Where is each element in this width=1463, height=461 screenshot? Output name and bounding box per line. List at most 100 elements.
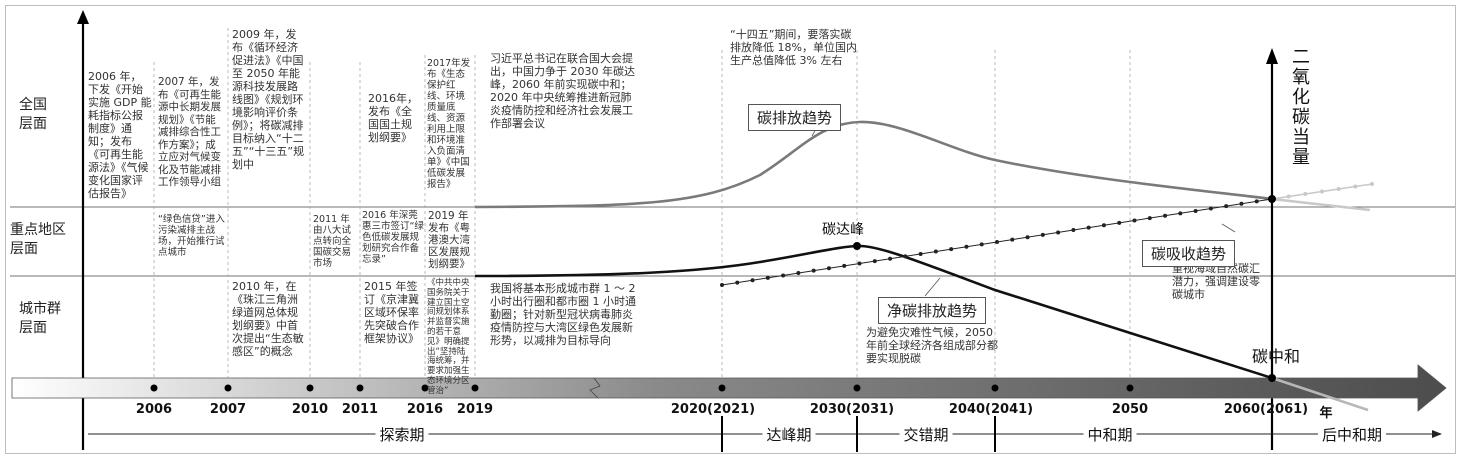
convergence-marker — [1268, 195, 1276, 203]
note-net-emission: 为避免灾难性气候，2050 年前全球经济各组成部分都要实现脱碳 — [866, 326, 998, 365]
note-absorption: 重视海域自然碳汇潜力，强调建设零碳城市 — [1172, 262, 1260, 301]
note-2020-urban: 我国将基本形成城市群 1 ～ 2 小时出行圈和都市圈 1 小时通勤圈；针对新型冠… — [490, 282, 636, 347]
absorption-trend-dots — [720, 197, 1274, 287]
year-label: 2011 — [341, 402, 379, 417]
net-label-leader — [924, 277, 941, 297]
absorption-dot — [1208, 206, 1213, 211]
note-2010-urban: 2010 年，在《珠江三角洲绿道网总体规划纲要》中首次提出“生态敏感区”的概念 — [232, 280, 304, 358]
year-label: 2020(2021) — [670, 402, 756, 417]
co2-axis-label: 二氧化碳当量 — [1292, 47, 1310, 168]
note-2019-region: 2019 年发布《粤港澳大湾区发展规划纲要》 — [428, 210, 470, 270]
absorption-dot — [1101, 223, 1106, 228]
phase-label: 交错期 — [899, 424, 953, 445]
co2-axis-arrowhead — [1266, 48, 1278, 64]
absorption-dot — [1040, 232, 1045, 237]
note-2016-national: 2016年，发布《全国国土规划纲要》 — [368, 92, 418, 144]
absorption-extension-dot — [1303, 192, 1308, 196]
absorption-dot — [949, 247, 954, 252]
year-label: 2006 — [135, 402, 173, 417]
left-axis-arrowhead — [77, 10, 89, 24]
year-guides — [153, 28, 1131, 388]
timeline-dots — [150, 384, 1134, 392]
absorption-dot — [735, 280, 740, 285]
absorption-dot — [1193, 208, 1198, 213]
note-2020-national: 习近平总书记在联合国大会提出，中国力争于 2030 年碳达峰，2060 年前实现… — [490, 52, 635, 130]
net-emission-extension — [1271, 376, 1369, 412]
absorption-dot — [1224, 204, 1229, 209]
phase-label: 中和期 — [1083, 424, 1137, 445]
absorption-label-leader — [1221, 223, 1236, 233]
net-emission-curve — [474, 244, 1273, 380]
absorption-extension-dot — [1286, 194, 1291, 199]
timeline-arrow — [11, 364, 1447, 412]
note-2011-region: 2011 年由八大试点转向全国碳交易市场 — [313, 214, 352, 269]
absorption-extension-dot — [1320, 189, 1324, 194]
note-green-credit: “绿色信贷”进入污染减排主战场，开始推行试点城市 — [158, 214, 225, 258]
neutrality-label: 碳中和 — [1252, 347, 1301, 366]
absorption-dot — [1254, 199, 1259, 204]
absorption-dot — [857, 261, 862, 266]
absorption-dot — [720, 283, 724, 287]
absorption-extension-dot — [1336, 187, 1341, 191]
year-label: 2050 — [1111, 402, 1149, 417]
absorption-dot — [918, 251, 923, 256]
year-label: 2010 — [291, 402, 329, 417]
phase-label: 后中和期 — [1317, 424, 1387, 445]
absorption-dot — [1147, 216, 1152, 221]
note-2017: 2017年发布《生态保护红线、环境质量底线、资源利用上限和环境准入负面清单》《中… — [427, 58, 471, 190]
absorption-dot — [872, 259, 877, 264]
absorption-dot — [1086, 225, 1091, 230]
level-key-region: 重点地区 层面 — [10, 222, 66, 257]
phase-line-arrowhead — [1432, 430, 1442, 438]
absorption-dot — [1071, 228, 1076, 233]
absorption-dot — [781, 273, 786, 278]
absorption-dot — [933, 249, 938, 254]
note-14th-five-year: “十四五”期间，要落实碳排放降低 18%，单位国内生产总值降低 3% 左右 — [730, 28, 857, 67]
absorption-dot — [995, 240, 999, 244]
neutrality-marker — [1268, 374, 1276, 382]
absorption-trend-label: 碳吸收趋势 — [1142, 240, 1236, 267]
absorption-dot — [1239, 201, 1244, 206]
absorption-dot — [903, 254, 908, 259]
phase-label: 探索期 — [375, 424, 429, 445]
phase-dividers — [721, 416, 996, 452]
absorption-extension-dot — [1370, 182, 1374, 186]
phase-label: 达峰期 — [762, 424, 816, 445]
absorption-dot — [1010, 237, 1015, 242]
note-2007: 2007 年，发布《可再生能源中长期发展规划》《节能减排综合性工作方案》；成立应… — [158, 76, 221, 188]
absorption-dot — [964, 244, 969, 249]
note-2016-region: 2016 年深莞惠三市签订“绿色低碳发展规划研究合作备忘录” — [362, 210, 424, 265]
emission-trend-extension — [1271, 197, 1371, 212]
note-2019-urban: 《中共中央国务院关于建立国土空间规划体系并监督实施的若干意见》明确提出“坚持陆海… — [427, 278, 470, 396]
absorption-dot — [1132, 218, 1137, 223]
year-label: 2030(2031) — [809, 402, 895, 417]
note-2015-urban: 2015 年签订《京津冀区域环保率先突破合作框架协议》 — [364, 280, 419, 345]
absorption-dot — [888, 256, 893, 261]
absorption-dot — [1056, 230, 1061, 235]
emission-trend-curve — [474, 120, 1273, 209]
absorption-dot — [811, 268, 816, 273]
absorption-dot — [765, 275, 770, 280]
level-national: 全国 层面 — [19, 97, 47, 132]
note-2006: 2006 年，下发《开始实施 GDP 能耗指标公报制度》通知；发布《可再生能源法… — [88, 70, 152, 200]
year-label: 2016 — [406, 402, 444, 417]
year-label: 2019 — [456, 402, 494, 417]
absorption-dot — [1178, 211, 1183, 216]
emission-trend-label: 碳排放趋势 — [748, 104, 842, 131]
year-label: 2007 — [209, 402, 247, 417]
absorption-dot — [979, 242, 984, 247]
peak-label: 碳达峰 — [822, 222, 864, 238]
net-emission-trend-label: 净碳排放趋势 — [878, 297, 987, 324]
absorption-dot — [842, 263, 847, 268]
timeline-break — [589, 377, 601, 399]
absorption-dot — [750, 278, 755, 283]
note-2009: 2009 年，发布《循环经济促进法》《中国至 2050 年能源科技发展路线图》《… — [232, 28, 305, 171]
diagram-frame — [5, 5, 1456, 454]
year-unit-label: 年 — [1319, 406, 1333, 421]
absorption-extension-dots — [1286, 182, 1374, 199]
absorption-dot — [1117, 220, 1122, 225]
absorption-dot — [796, 271, 801, 276]
absorption-dot — [826, 266, 831, 271]
year-label: 2060(2061) — [1223, 402, 1309, 417]
peak-marker — [853, 242, 861, 250]
